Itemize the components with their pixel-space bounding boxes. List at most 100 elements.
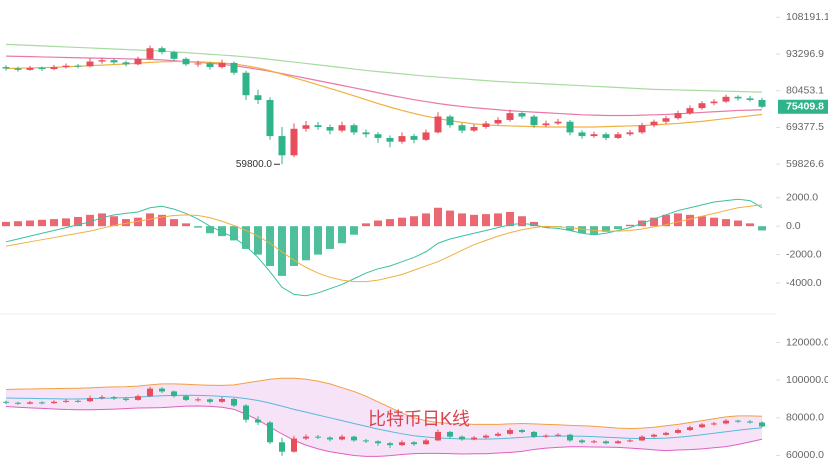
candle-body — [590, 134, 598, 137]
candle-body — [698, 103, 706, 109]
candle-body — [711, 423, 717, 425]
histogram-bar — [350, 226, 358, 235]
candle-body — [470, 126, 478, 131]
candle-body — [675, 430, 681, 433]
histogram-bar — [470, 214, 478, 227]
candle-body — [111, 397, 117, 399]
candle-body — [386, 137, 394, 142]
candle-body — [27, 402, 33, 404]
histogram-bar — [146, 213, 154, 227]
candle-body — [290, 128, 298, 156]
indicator-line — [5, 43, 763, 93]
candle-body — [482, 123, 490, 127]
candle-body — [314, 125, 322, 127]
indicator-line — [5, 204, 763, 283]
candle-body — [495, 433, 501, 436]
candle-body — [591, 441, 597, 443]
candle-body — [423, 440, 429, 445]
candle-body — [374, 134, 382, 138]
histogram-bar — [50, 219, 58, 227]
histogram-bar — [650, 217, 658, 227]
y-tick-label: 80000.0 — [786, 412, 824, 424]
candle-body — [39, 402, 45, 404]
candle-body — [398, 136, 406, 142]
candle-body — [723, 420, 729, 424]
y-tick-label: 60000.0 — [786, 449, 824, 461]
candle-body — [50, 67, 58, 70]
histogram-bar — [326, 226, 334, 249]
histogram-bar — [662, 214, 670, 227]
candle-body — [134, 58, 142, 65]
candle-body — [303, 436, 309, 439]
histogram-bar — [710, 217, 718, 227]
histogram-bar — [290, 226, 298, 266]
y-tick-label: 100000.0 — [786, 374, 828, 386]
indicator-line — [5, 377, 763, 430]
candle-body — [243, 405, 249, 420]
candle-body — [567, 434, 573, 441]
candle-body — [363, 440, 369, 442]
candle-body — [602, 134, 610, 138]
candle-body — [15, 402, 21, 404]
y-tick-label: 93296.9 — [786, 48, 824, 60]
candle-body — [182, 58, 190, 65]
candle-body — [338, 125, 346, 131]
y-tick-label: 0.0 — [786, 220, 801, 232]
candle-body — [87, 398, 93, 402]
histogram-bar — [38, 219, 46, 227]
histogram-bar — [698, 216, 706, 227]
candle-body — [626, 132, 634, 135]
candle-body — [267, 422, 273, 443]
candle-body — [554, 121, 562, 124]
histogram-bar — [530, 221, 538, 227]
candle-body — [747, 421, 753, 423]
histogram-bar — [446, 210, 454, 227]
candle-body — [483, 435, 489, 438]
histogram-bar — [602, 226, 610, 232]
candle-body — [530, 116, 538, 126]
histogram-bar — [74, 216, 82, 227]
histogram-bar — [170, 219, 178, 227]
histogram-bar — [14, 221, 22, 227]
histogram-bar — [734, 220, 742, 227]
y-tick-label: 59826.6 — [786, 158, 824, 170]
candle-body — [543, 435, 549, 437]
histogram-bar — [722, 219, 730, 227]
candle-body — [410, 136, 418, 140]
candle-body — [662, 118, 670, 122]
indicator-line — [5, 405, 763, 457]
candle-body — [687, 427, 693, 431]
candle-body — [458, 125, 466, 131]
candle-body — [447, 431, 453, 437]
chart-annotation: 比特币日K线 — [368, 409, 470, 429]
histogram-bar — [302, 226, 310, 261]
y-tick-label: 69377.5 — [786, 121, 824, 133]
candle-body — [51, 401, 57, 404]
candle-body — [651, 434, 657, 437]
candle-body — [3, 401, 9, 403]
candle-body — [255, 419, 261, 423]
histogram-bar — [254, 226, 262, 255]
histogram-bar — [122, 219, 130, 227]
candle-body — [291, 438, 297, 452]
histogram-bar — [182, 223, 190, 227]
candle-body — [459, 436, 465, 440]
candle-body — [230, 62, 238, 73]
histogram-bar — [218, 226, 226, 237]
histogram-bar — [314, 226, 322, 255]
histogram-bar — [626, 224, 634, 227]
candle-body — [638, 125, 646, 133]
histogram-bar — [362, 223, 370, 227]
histogram-bar — [338, 226, 346, 244]
candle-body — [627, 440, 633, 442]
candle-body — [387, 443, 393, 446]
candle-body — [75, 400, 81, 402]
candle-body — [339, 436, 345, 440]
candle-body — [375, 441, 381, 444]
candle-body — [542, 123, 550, 126]
candle-body — [231, 398, 237, 406]
candle-body — [279, 442, 285, 452]
candle-body — [494, 119, 502, 124]
candle-body — [194, 63, 202, 65]
histogram-bar — [506, 211, 514, 227]
